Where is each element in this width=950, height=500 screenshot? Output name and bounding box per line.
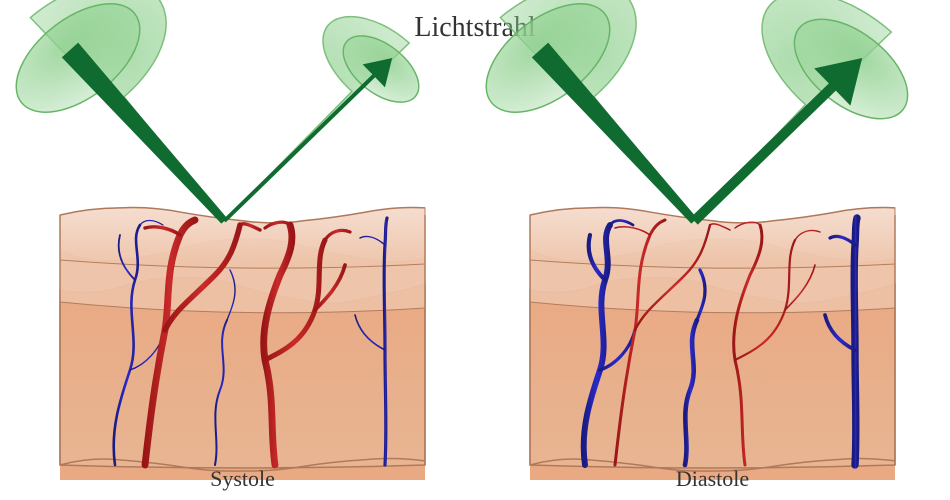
- caption-systole: Systole: [210, 466, 275, 492]
- caption-diastole: Diastole: [676, 466, 749, 492]
- panel-systole: Systole: [15, 0, 470, 500]
- panel-diastole: Diastole: [485, 0, 940, 500]
- systole-svg: [15, 0, 470, 480]
- diastole-svg: [485, 0, 940, 480]
